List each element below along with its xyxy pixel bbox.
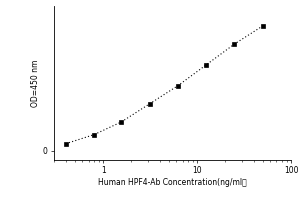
X-axis label: Human HPF4-Ab Concentration(ng/ml）: Human HPF4-Ab Concentration(ng/ml） — [98, 178, 247, 187]
Y-axis label: OD=450 nm: OD=450 nm — [31, 59, 40, 107]
